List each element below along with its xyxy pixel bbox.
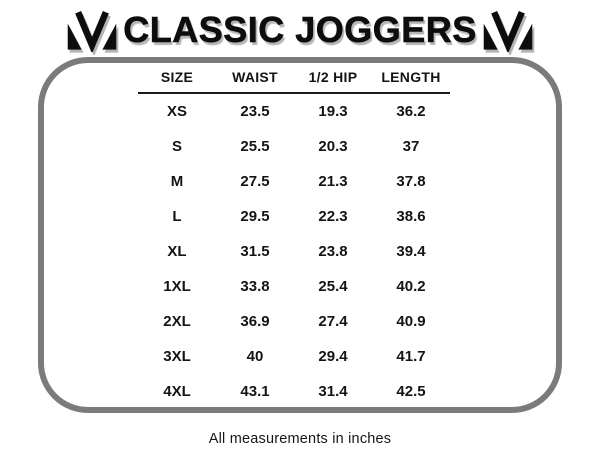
hip-cell: 25.4 bbox=[318, 278, 348, 295]
waist-cell: 31.5 bbox=[240, 243, 270, 260]
length-cell: 41.7 bbox=[396, 348, 426, 365]
table-row-1xl: 1XL 33.8 25.4 40.2 bbox=[138, 269, 450, 304]
brand-m-logo-left-icon bbox=[67, 10, 117, 52]
table-row-4xl: 4XL 43.1 31.4 42.5 bbox=[138, 374, 450, 409]
waist-cell: 25.5 bbox=[240, 138, 270, 155]
hip-cell: 19.3 bbox=[318, 103, 348, 120]
hip-cell: 20.3 bbox=[318, 138, 348, 155]
length-cell: 40.9 bbox=[396, 313, 426, 330]
hip-cell: 22.3 bbox=[318, 208, 348, 225]
size-cell: XS bbox=[166, 103, 187, 120]
waist-cell: 23.5 bbox=[240, 103, 270, 120]
measurements-note: All measurements in inches bbox=[208, 431, 392, 447]
column-header-length: LENGTH bbox=[381, 69, 441, 85]
hip-cell: 27.4 bbox=[318, 313, 348, 330]
size-cell: 1XL bbox=[163, 278, 191, 295]
waist-cell: 27.5 bbox=[240, 173, 270, 190]
size-cell: M bbox=[170, 173, 184, 190]
length-cell: 37 bbox=[402, 138, 420, 155]
size-cell: XL bbox=[167, 243, 187, 260]
table-row-m: M 27.5 21.3 37.8 bbox=[138, 164, 450, 199]
brand-m-logo-right-icon bbox=[483, 10, 533, 52]
table-row-2xl: 2XL 36.9 27.4 40.9 bbox=[138, 304, 450, 339]
table-header-row: SIZE WAIST 1/2 HIP LENGTH bbox=[138, 62, 450, 94]
hip-cell: 23.8 bbox=[318, 243, 348, 260]
length-cell: 36.2 bbox=[396, 103, 426, 120]
column-header-hip: 1/2 HIP bbox=[308, 69, 358, 85]
size-cell: S bbox=[171, 138, 182, 155]
hip-cell: 29.4 bbox=[318, 348, 348, 365]
hip-cell: 21.3 bbox=[318, 173, 348, 190]
column-header-waist: WAIST bbox=[232, 69, 278, 85]
waist-cell: 43.1 bbox=[240, 383, 270, 400]
length-cell: 39.4 bbox=[396, 243, 426, 260]
hip-cell: 31.4 bbox=[318, 383, 348, 400]
length-cell: 37.8 bbox=[396, 173, 426, 190]
size-chart-frame bbox=[38, 57, 562, 413]
page-title: CLASSIC JOGGERS bbox=[123, 9, 477, 51]
table-row-l: L 29.5 22.3 38.6 bbox=[138, 199, 450, 234]
length-cell: 42.5 bbox=[396, 383, 426, 400]
waist-cell: 33.8 bbox=[240, 278, 270, 295]
title-bar: CLASSIC JOGGERS bbox=[0, 6, 600, 54]
size-chart-table: SIZE WAIST 1/2 HIP LENGTH XS 23.5 19.3 3… bbox=[138, 62, 450, 409]
size-cell: L bbox=[172, 208, 182, 225]
waist-cell: 29.5 bbox=[240, 208, 270, 225]
table-row-xs: XS 23.5 19.3 36.2 bbox=[138, 94, 450, 129]
column-header-size: SIZE bbox=[160, 69, 194, 85]
table-row-3xl: 3XL 40 29.4 41.7 bbox=[138, 339, 450, 374]
length-cell: 38.6 bbox=[396, 208, 426, 225]
table-row-xl: XL 31.5 23.8 39.4 bbox=[138, 234, 450, 269]
table-row-s: S 25.5 20.3 37 bbox=[138, 129, 450, 164]
length-cell: 40.2 bbox=[396, 278, 426, 295]
waist-cell: 40 bbox=[246, 348, 264, 365]
waist-cell: 36.9 bbox=[240, 313, 270, 330]
size-cell: 3XL bbox=[163, 348, 191, 365]
size-cell: 2XL bbox=[163, 313, 191, 330]
size-cell: 4XL bbox=[163, 383, 191, 400]
